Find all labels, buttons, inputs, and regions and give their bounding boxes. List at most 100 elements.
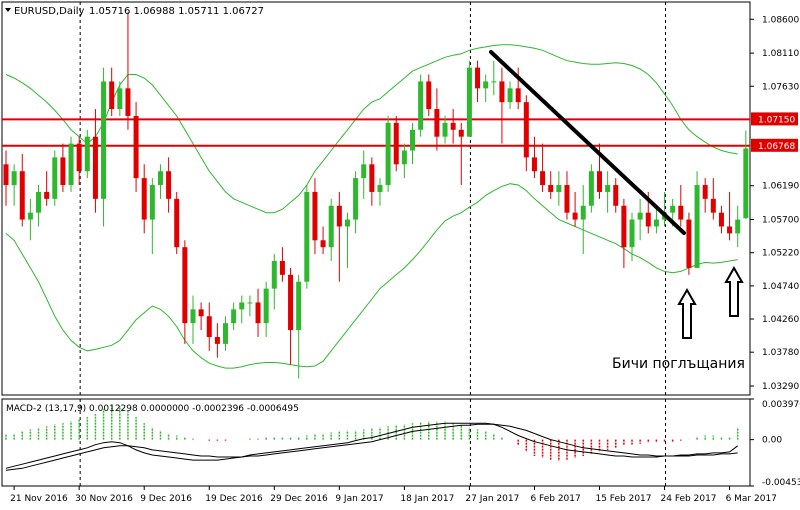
candle-body bbox=[60, 157, 66, 186]
candle-body bbox=[52, 157, 58, 199]
macd-label: MACD-2 (13,17,9) 0.0012298 0.0000000 -0.… bbox=[6, 404, 299, 414]
candle-body bbox=[44, 191, 50, 199]
macd-tick-label: -0.004533 bbox=[762, 478, 800, 488]
level-labels: 1.07150 1.06768 bbox=[751, 112, 798, 152]
candle-body bbox=[320, 240, 326, 248]
candle-body bbox=[572, 212, 578, 220]
candle-body bbox=[214, 336, 220, 344]
candle-body bbox=[621, 205, 627, 248]
up-arrow-icon bbox=[724, 265, 744, 317]
price-tick-label: 1.03780 bbox=[762, 348, 799, 358]
price-tick-label: 1.04260 bbox=[762, 315, 799, 325]
level-price-label: 1.06768 bbox=[758, 142, 795, 152]
candle-body bbox=[369, 164, 375, 192]
candle-body bbox=[540, 171, 546, 186]
time-tick-label: 21 Nov 2016 bbox=[10, 494, 68, 504]
candle-body bbox=[678, 205, 684, 220]
candle-body bbox=[515, 88, 521, 103]
candle-body bbox=[263, 288, 269, 324]
candle-body bbox=[304, 191, 310, 282]
candle-body bbox=[475, 67, 481, 89]
candle-body bbox=[483, 81, 489, 89]
time-tick-label: 6 Mar 2017 bbox=[726, 494, 777, 504]
candle-body bbox=[491, 81, 497, 83]
candle-body bbox=[645, 212, 651, 227]
candle-body bbox=[743, 148, 749, 219]
date-separators bbox=[79, 2, 667, 486]
candle-body bbox=[588, 171, 594, 206]
candle-body bbox=[637, 212, 643, 220]
level-price-label: 1.07150 bbox=[758, 115, 795, 125]
candle-body bbox=[206, 316, 212, 337]
candle-body bbox=[166, 171, 172, 199]
candle-body bbox=[231, 309, 237, 324]
candle-body bbox=[523, 102, 529, 158]
candles bbox=[3, 12, 749, 379]
dropdown-triangle-icon[interactable] bbox=[5, 8, 11, 12]
time-tick-label: 9 Jan 2017 bbox=[335, 494, 383, 504]
candle-body bbox=[19, 171, 25, 220]
horizontal-levels[interactable] bbox=[2, 118, 750, 147]
candle-body bbox=[434, 109, 440, 137]
candle-body bbox=[548, 185, 554, 192]
candle-body bbox=[458, 129, 464, 137]
time-tick-label: 27 Jan 2017 bbox=[465, 494, 519, 504]
symbol-label: EURUSD,Daily bbox=[14, 6, 85, 17]
annotation-label: Бичи поглъщания bbox=[612, 356, 745, 372]
time-tick-label: 18 Jan 2017 bbox=[400, 494, 454, 504]
time-tick-label: 30 Nov 2016 bbox=[75, 494, 133, 504]
candle-body bbox=[141, 178, 147, 220]
bollinger-lower-line bbox=[5, 183, 738, 369]
candle-body bbox=[702, 185, 708, 199]
candle-body bbox=[418, 81, 424, 130]
up-arrow-icon bbox=[677, 287, 697, 339]
candle-body bbox=[410, 129, 415, 151]
candle-body bbox=[247, 302, 253, 304]
candle-body bbox=[499, 81, 505, 103]
trend-line[interactable] bbox=[489, 50, 686, 235]
macd-panel-frame bbox=[1, 398, 751, 487]
price-tick-label: 1.05220 bbox=[762, 249, 799, 259]
time-tick-label: 24 Feb 2017 bbox=[661, 494, 717, 504]
price-tick-label: 1.05700 bbox=[762, 216, 799, 226]
price-tick-label: 1.07630 bbox=[762, 82, 799, 92]
candle-body bbox=[344, 219, 350, 227]
price-axis: 1.08600 1.08110 1.07630 1.06190 1.05700 1.052… bbox=[750, 15, 799, 392]
candle-body bbox=[190, 309, 196, 324]
time-tick-label: 29 Dec 2016 bbox=[270, 494, 328, 504]
candle-body bbox=[442, 122, 448, 137]
time-tick-label: 9 Dec 2016 bbox=[140, 494, 192, 504]
candle-body bbox=[336, 205, 342, 227]
candle-body bbox=[11, 171, 17, 186]
candle-body bbox=[68, 143, 74, 186]
candle-body bbox=[686, 219, 692, 268]
candle-body bbox=[149, 185, 155, 220]
level-price-badge bbox=[751, 138, 798, 152]
macd-histogram bbox=[5, 403, 739, 462]
main-panel-frame bbox=[1, 1, 751, 396]
candle-body bbox=[605, 185, 611, 192]
candle-body bbox=[580, 205, 586, 220]
price-tick-label: 1.04740 bbox=[762, 282, 799, 292]
price-tick-label: 1.08110 bbox=[762, 49, 799, 59]
candle-body bbox=[670, 205, 676, 213]
candle-body bbox=[718, 212, 724, 227]
candle-body bbox=[450, 122, 456, 130]
candle-body bbox=[288, 274, 294, 331]
candle-body bbox=[426, 81, 432, 110]
candle-body bbox=[101, 81, 107, 199]
candle-body bbox=[735, 219, 741, 234]
candle-body bbox=[694, 185, 700, 268]
price-tick-label: 1.06190 bbox=[762, 182, 799, 192]
candle-body bbox=[312, 191, 318, 241]
price-tick-label: 1.03290 bbox=[762, 382, 799, 392]
candle-body bbox=[556, 185, 562, 192]
candle-body bbox=[393, 122, 399, 165]
candle-body bbox=[507, 88, 513, 103]
candle-body bbox=[271, 261, 277, 289]
candle-body bbox=[727, 226, 733, 234]
time-tick-label: 15 Feb 2017 bbox=[595, 494, 651, 504]
